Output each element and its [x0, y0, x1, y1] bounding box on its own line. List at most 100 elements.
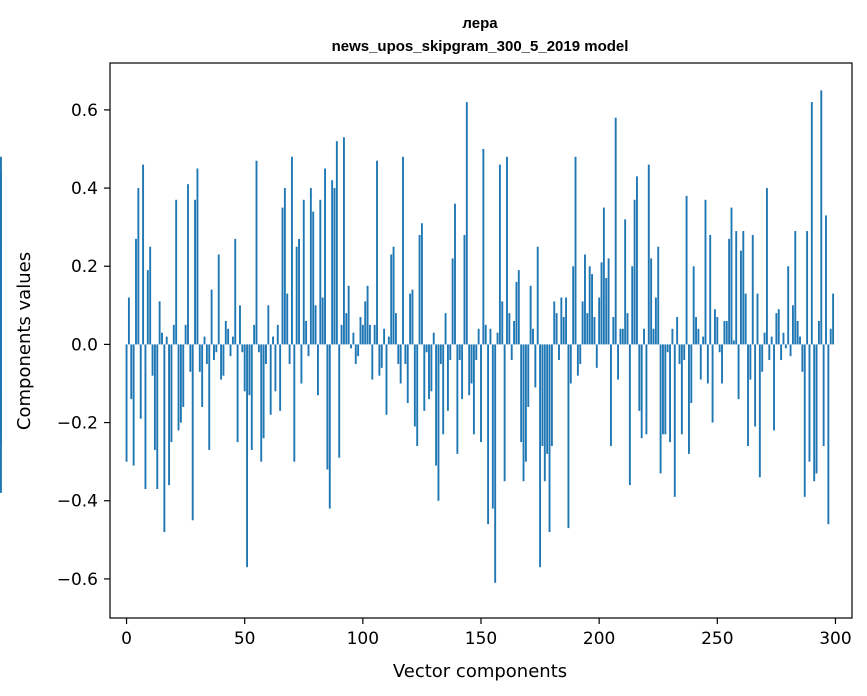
bar	[688, 344, 690, 454]
bar	[617, 344, 620, 380]
bar	[163, 344, 166, 533]
bar	[309, 188, 312, 345]
bar	[640, 344, 643, 439]
bar	[127, 297, 130, 345]
bar	[390, 254, 393, 345]
bar	[333, 188, 336, 345]
bar	[498, 164, 501, 345]
bar	[295, 246, 298, 345]
bar	[331, 180, 334, 345]
bar	[614, 117, 617, 345]
bar	[182, 344, 185, 407]
bar	[619, 328, 622, 345]
bar	[780, 344, 783, 361]
bar	[279, 344, 282, 411]
bar	[508, 313, 511, 345]
bar	[744, 293, 747, 345]
bar	[581, 301, 584, 345]
bar	[272, 336, 274, 345]
bar	[385, 344, 388, 415]
bar	[718, 344, 721, 353]
bar	[768, 344, 771, 361]
bar	[669, 344, 671, 443]
bar	[765, 188, 768, 345]
bar	[203, 336, 206, 345]
bar	[165, 336, 168, 345]
bar	[425, 344, 428, 353]
x-tick-label: 100	[347, 629, 379, 649]
bar	[340, 324, 343, 345]
bar	[149, 246, 152, 345]
bar	[142, 164, 145, 345]
bar	[638, 344, 641, 411]
bar	[125, 344, 128, 462]
bar	[773, 344, 775, 431]
bar	[175, 199, 178, 345]
bar	[288, 344, 291, 364]
bar-series	[0, 90, 835, 583]
bar	[139, 344, 142, 419]
bar	[243, 344, 246, 392]
bar	[257, 344, 260, 353]
bar	[543, 344, 546, 482]
bar	[428, 344, 430, 400]
bar	[255, 160, 258, 345]
bar	[487, 344, 490, 525]
bar	[153, 344, 156, 450]
bar	[262, 344, 265, 439]
bar	[522, 344, 525, 482]
bar	[728, 238, 731, 345]
bar	[177, 344, 180, 431]
bar	[371, 344, 374, 380]
bar	[799, 336, 801, 345]
bar	[588, 266, 591, 345]
bar	[706, 344, 709, 384]
bar	[605, 277, 608, 345]
x-tick-label: 250	[701, 629, 733, 649]
bar	[231, 336, 234, 345]
bar	[198, 344, 201, 372]
bar	[820, 90, 823, 345]
bar	[283, 188, 286, 345]
bar	[631, 266, 634, 345]
bar	[326, 344, 329, 470]
x-tick-label: 300	[819, 629, 851, 649]
bar	[397, 344, 400, 364]
bar	[695, 317, 697, 345]
bar	[673, 344, 676, 497]
bar	[144, 344, 147, 490]
bar	[477, 328, 480, 345]
bar	[832, 293, 835, 345]
bar	[534, 344, 537, 388]
bar	[319, 199, 322, 345]
bar	[494, 344, 497, 583]
bar	[704, 199, 707, 345]
bar	[654, 297, 657, 345]
bar	[361, 324, 364, 345]
bar	[328, 344, 331, 509]
bar	[624, 219, 627, 345]
y-tick-label: 0.6	[71, 101, 98, 121]
bar	[265, 344, 267, 364]
bar	[352, 332, 355, 345]
bar	[229, 344, 232, 357]
bar	[373, 324, 376, 345]
bar	[324, 168, 326, 345]
bar	[690, 344, 693, 404]
bar	[713, 309, 716, 345]
bar	[657, 246, 660, 345]
bar	[558, 344, 560, 361]
bar	[161, 332, 163, 345]
bar	[787, 266, 790, 345]
x-tick-label: 150	[465, 629, 497, 649]
y-tick-label: −0.4	[57, 492, 98, 512]
bar	[281, 207, 284, 345]
bar	[541, 344, 544, 447]
bar	[276, 324, 279, 345]
bar	[491, 344, 494, 509]
y-axis: −0.6 −0.4 −0.2 0.0 0.2 0.4 0.6	[57, 101, 110, 590]
bar	[732, 340, 735, 345]
bar	[702, 336, 705, 345]
bar	[510, 344, 513, 361]
y-tick-label: 0.2	[71, 257, 98, 277]
